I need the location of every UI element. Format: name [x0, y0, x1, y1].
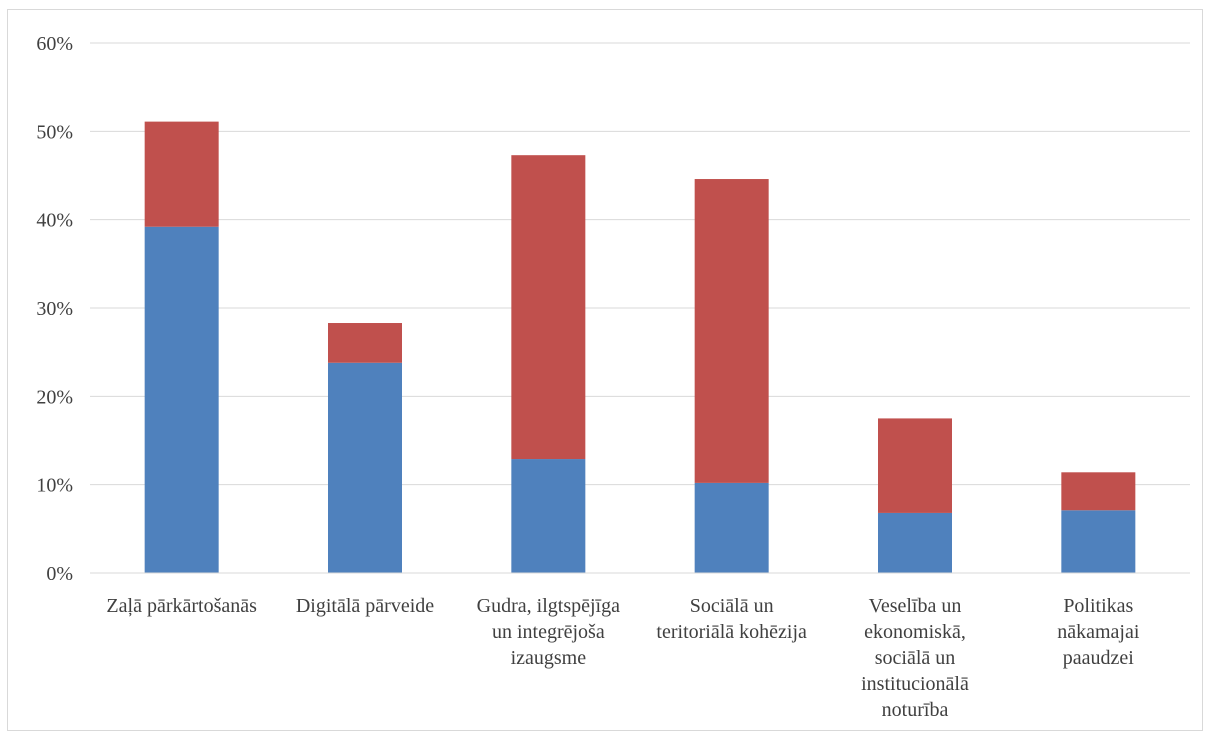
bar-segment-upper: [144, 121, 219, 227]
bar-segment-lower: [1061, 510, 1136, 573]
y-axis-ticks: 0% 10% 20% 30% 40% 50% 60%: [36, 33, 73, 585]
x-category-label: Politikas nākamajai paaudzei: [1057, 595, 1140, 669]
bar-segment-upper: [694, 179, 769, 483]
bar-segment-lower: [144, 226, 219, 573]
x-category-label: Digitālā pārveide: [296, 595, 434, 617]
bar-segment-lower: [878, 512, 952, 573]
y-tick-label: 40%: [36, 210, 73, 232]
bar-segment-lower: [511, 459, 586, 573]
bar-segment-lower: [328, 362, 402, 573]
x-axis-category-labels: Zaļā pārkārtošanās Digitālā pārveide Gudra…: [106, 595, 1139, 721]
y-tick-label: 10%: [36, 475, 73, 497]
x-category-label: Gudra, ilgtspējīga un integrējoša izaugsme: [477, 595, 620, 669]
gridlines: [90, 42, 1190, 486]
y-tick-label: 50%: [36, 121, 73, 143]
y-tick-label: 20%: [36, 386, 73, 408]
y-tick-label: 60%: [36, 33, 73, 55]
x-category-label: Sociālā un teritoriālā kohēzija: [656, 595, 807, 643]
bar-segment-lower: [694, 482, 769, 573]
bar-segment-upper: [328, 323, 402, 363]
bars: [144, 121, 1136, 573]
x-category-label: Veselība un ekonomiskā, sociālā un instituc…: [861, 595, 969, 721]
y-tick-label: 30%: [36, 298, 73, 320]
bar-segment-upper: [878, 418, 952, 513]
x-category-label: Zaļā pārkārtošanās: [106, 595, 257, 617]
y-tick-label: 0%: [46, 563, 73, 585]
bar-segment-upper: [511, 155, 586, 460]
bar-segment-upper: [1061, 472, 1136, 511]
